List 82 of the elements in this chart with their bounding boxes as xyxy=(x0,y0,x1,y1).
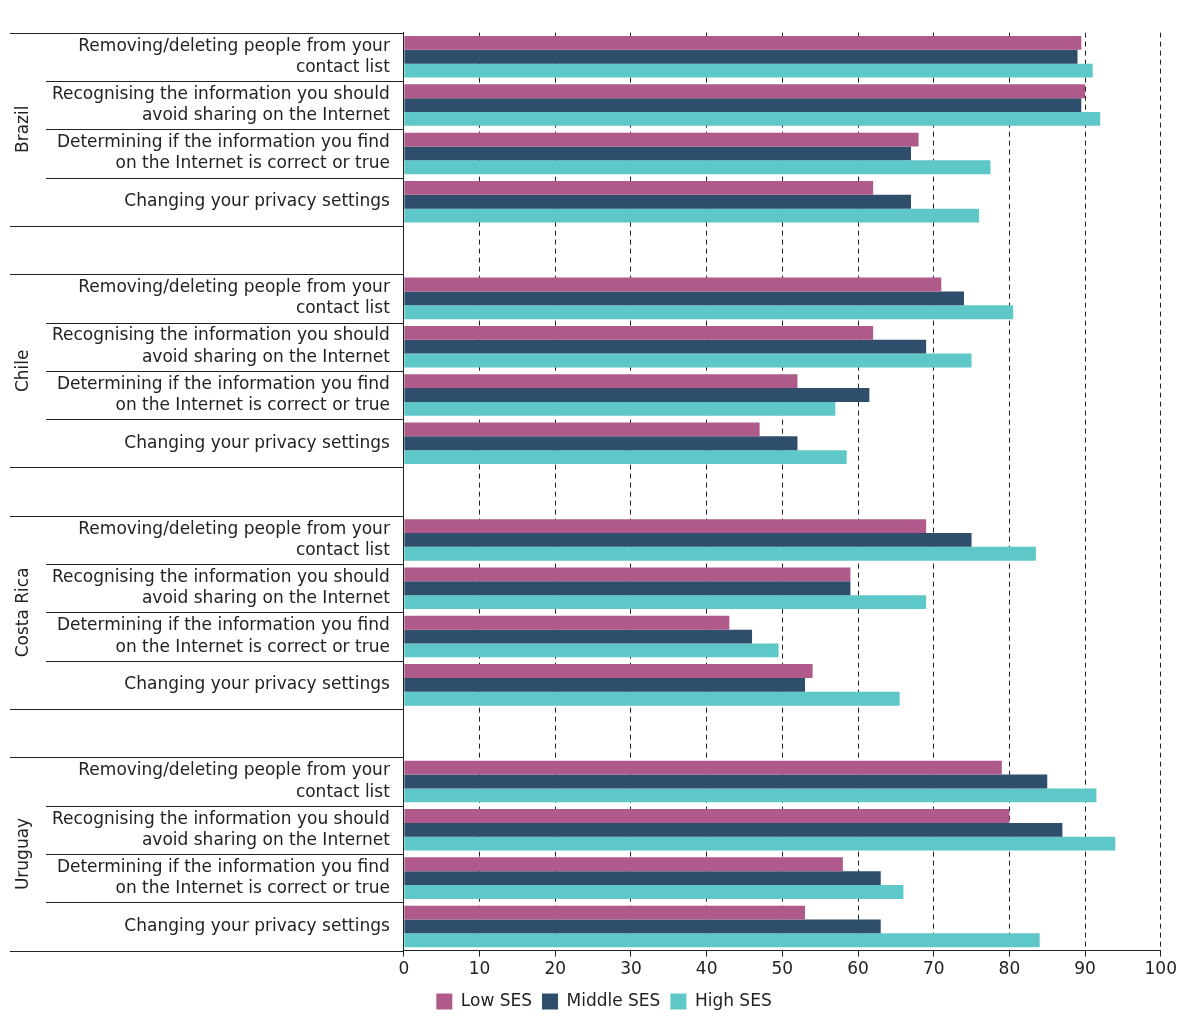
bar xyxy=(404,160,991,175)
bar xyxy=(404,374,798,389)
bar xyxy=(404,691,900,706)
bar xyxy=(404,388,870,402)
bar xyxy=(404,325,874,340)
legend-label: Low SES xyxy=(460,989,533,1010)
bar xyxy=(404,836,1116,851)
y-tick-label: Determining if the information you find on the Internet is correct or true xyxy=(56,614,390,656)
bar xyxy=(404,822,1063,837)
bar xyxy=(404,664,813,678)
y-tick-label: Removing/deleting people from your contact list xyxy=(78,34,391,76)
legend-label: High SES xyxy=(694,989,772,1010)
text: Brazil xyxy=(12,105,33,153)
y-tick-label: Recognising the information you should avoid sharing on the Internet xyxy=(52,807,391,849)
bar xyxy=(404,422,760,437)
x-tick-label: 20 xyxy=(544,958,567,979)
bar xyxy=(404,567,851,582)
x-tick-label: 10 xyxy=(468,958,491,979)
y-tick-label: Recognising the information you should avoid sharing on the Internet xyxy=(52,324,391,366)
x-tick-label: 0 xyxy=(398,958,410,979)
y-tick-label: Recognising the information you should avoid sharing on the Internet xyxy=(52,82,391,125)
bar xyxy=(404,84,1086,99)
bar xyxy=(404,63,1093,78)
y-tick-label: Removing/deleting people from your contact list xyxy=(78,276,391,318)
x-tick-label: 90 xyxy=(1074,958,1096,979)
y-tick-label: Changing your privacy settings xyxy=(124,673,390,694)
y-tick-label: Changing your privacy settings xyxy=(124,431,390,452)
bar xyxy=(404,401,836,416)
x-tick-label: 70 xyxy=(922,958,945,979)
bar xyxy=(404,353,972,368)
bar xyxy=(404,180,874,195)
bar xyxy=(404,760,1002,775)
bar xyxy=(404,581,851,596)
bar xyxy=(404,595,927,610)
x-tick-label: 40 xyxy=(695,958,718,979)
x-tick-label: 60 xyxy=(847,958,869,979)
y-tick-label: Determining if the information you find on the Internet is correct or true xyxy=(56,372,390,415)
bar xyxy=(404,519,927,533)
bar xyxy=(404,533,972,547)
bar xyxy=(404,36,1082,50)
bar xyxy=(404,788,1097,803)
bar xyxy=(404,436,798,451)
bar xyxy=(404,871,881,886)
bar xyxy=(404,277,942,292)
bar xyxy=(404,546,1036,561)
bar xyxy=(404,132,919,147)
text: Uruguay xyxy=(12,817,33,891)
legend-label: Middle SES xyxy=(566,989,661,1010)
bar xyxy=(404,194,911,209)
bar xyxy=(404,933,1040,948)
text: Chile xyxy=(12,349,33,393)
bar xyxy=(404,857,843,872)
bar xyxy=(404,615,730,630)
bar xyxy=(404,112,1101,126)
y-tick-label: Determining if the information you find on the Internet is correct or true xyxy=(56,855,390,898)
bar xyxy=(404,774,1048,789)
bar xyxy=(404,643,779,658)
y-tick-label: Removing/deleting people from your contact list xyxy=(78,759,391,801)
bar xyxy=(404,305,1014,320)
bar xyxy=(404,49,1078,64)
x-tick-label: 50 xyxy=(771,958,794,979)
y-tick-label: Changing your privacy settings xyxy=(124,914,390,935)
y-tick-label: Removing/deleting people from your contact list xyxy=(78,517,391,559)
bar xyxy=(404,905,806,920)
bar xyxy=(404,339,927,354)
y-tick-label: Determining if the information you find on the Internet is correct or true xyxy=(56,131,390,173)
bar xyxy=(404,450,847,465)
bar xyxy=(404,208,980,223)
bar xyxy=(404,919,881,934)
bar xyxy=(404,98,1082,113)
bar xyxy=(404,677,806,692)
x-tick-label: 100 xyxy=(1144,958,1177,979)
x-tick-label: 80 xyxy=(998,958,1021,979)
x-tick-label: 30 xyxy=(620,958,642,979)
bar xyxy=(404,885,904,899)
y-tick-label: Recognising the information you should avoid sharing on the Internet xyxy=(52,566,391,608)
y-tick-label: Changing your privacy settings xyxy=(124,190,390,211)
bar xyxy=(404,291,964,306)
bar xyxy=(404,629,753,644)
bar xyxy=(404,809,1010,823)
bar xyxy=(404,146,911,161)
text: Costa Rica xyxy=(12,567,33,658)
